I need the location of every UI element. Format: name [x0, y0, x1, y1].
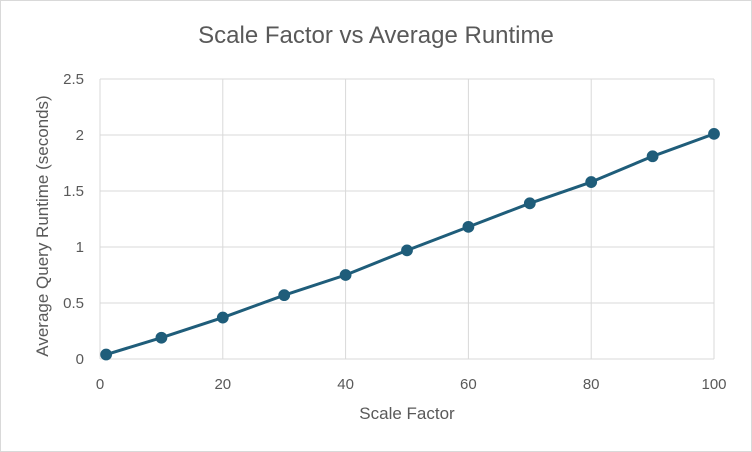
y-tick-label: 0 — [76, 351, 84, 368]
x-tick-label: 20 — [214, 376, 231, 393]
data-series — [100, 127, 720, 361]
data-point — [523, 197, 536, 210]
data-point — [278, 289, 291, 302]
gridlines — [100, 78, 715, 359]
data-point — [708, 127, 720, 140]
x-tick-label: 100 — [701, 376, 726, 393]
data-point — [462, 220, 475, 233]
data-point — [585, 176, 598, 188]
axes — [99, 79, 714, 360]
data-point — [401, 244, 413, 257]
y-tick-label: 2.5 — [63, 71, 84, 88]
x-tick-label: 60 — [460, 376, 477, 393]
x-tick-label: 80 — [583, 376, 600, 393]
y-tick-label: 1.5 — [63, 183, 84, 200]
y-axis-title: Average Query Runtime (seconds) — [33, 95, 52, 356]
x-tick-label: 40 — [337, 376, 354, 393]
y-tick-label: 2 — [76, 127, 84, 144]
tick-labels: 0 0.5 1 1.5 2 2.5 0 20 40 60 80 100 — [63, 71, 726, 393]
series-line — [104, 132, 716, 357]
data-point — [339, 269, 352, 281]
data-point — [100, 348, 113, 361]
y-tick-label: 1 — [76, 239, 84, 256]
x-axis-title: Scale Factor — [359, 404, 455, 423]
x-tick-label: 0 — [96, 376, 104, 393]
chart-title: Scale Factor vs Average Runtime — [198, 22, 554, 49]
data-point — [155, 331, 168, 344]
data-point — [646, 150, 659, 163]
data-point — [216, 311, 229, 324]
y-tick-label: 0.5 — [63, 295, 84, 312]
